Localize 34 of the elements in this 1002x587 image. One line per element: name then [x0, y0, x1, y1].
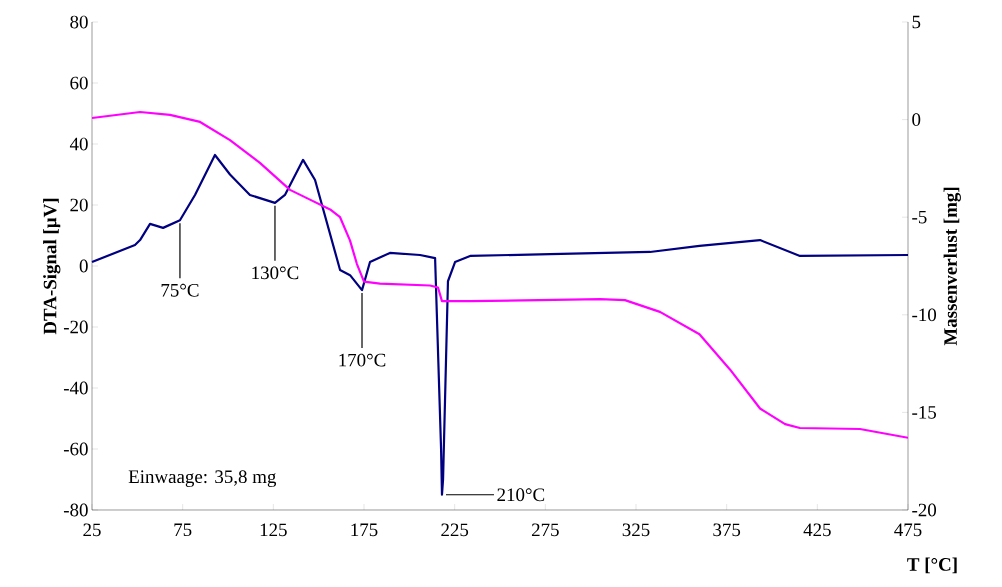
- y2-tick-label: -10: [912, 308, 937, 322]
- x-tick-label: 225: [441, 523, 469, 537]
- annotation: 75°C: [161, 283, 199, 297]
- x-axis-title: T [°C]: [907, 557, 957, 574]
- y-tick-label: -40: [63, 381, 88, 395]
- y-tick-label: -20: [63, 320, 88, 334]
- x-tick-label: 175: [351, 523, 378, 537]
- line-series: [92, 110, 909, 439]
- y-tick-label: 20: [70, 198, 88, 212]
- x-tick-label: 75: [174, 523, 192, 537]
- y2-tick-label: 5: [912, 15, 921, 29]
- y2-tick-label: -15: [912, 406, 937, 419]
- x-tick-label: 125: [260, 523, 287, 537]
- x-tick-label: 275: [531, 523, 559, 537]
- x-tick-label: 25: [83, 523, 101, 537]
- annotation: 210°C: [497, 488, 545, 502]
- y2-axis-title: Massenverlust [mg]: [943, 187, 961, 346]
- y2-tick-label: 0: [912, 113, 921, 126]
- x-tick-label: 425: [803, 523, 831, 537]
- y-tick-label: 40: [69, 137, 88, 151]
- y-tick-label: 60: [70, 76, 88, 90]
- y-axis-title: DTA-Signal [µV]: [43, 198, 61, 335]
- annotation: 130°C: [252, 266, 299, 280]
- annotation: Einwaage: 35,8 mg: [128, 470, 277, 487]
- y-tick-label: -60: [63, 442, 88, 456]
- y-tick-label: 0: [79, 259, 88, 273]
- x-tick-label: 325: [622, 523, 650, 537]
- y2-tick-label: -5: [912, 210, 927, 224]
- y-tick-label: 80: [70, 15, 88, 29]
- annotation: 170°C: [339, 353, 386, 367]
- x-tick-label: 475: [894, 523, 922, 537]
- y-tick-label: -80: [63, 503, 88, 517]
- x-tick-label: 375: [713, 523, 741, 537]
- y2-tick-label: -20: [912, 503, 937, 517]
